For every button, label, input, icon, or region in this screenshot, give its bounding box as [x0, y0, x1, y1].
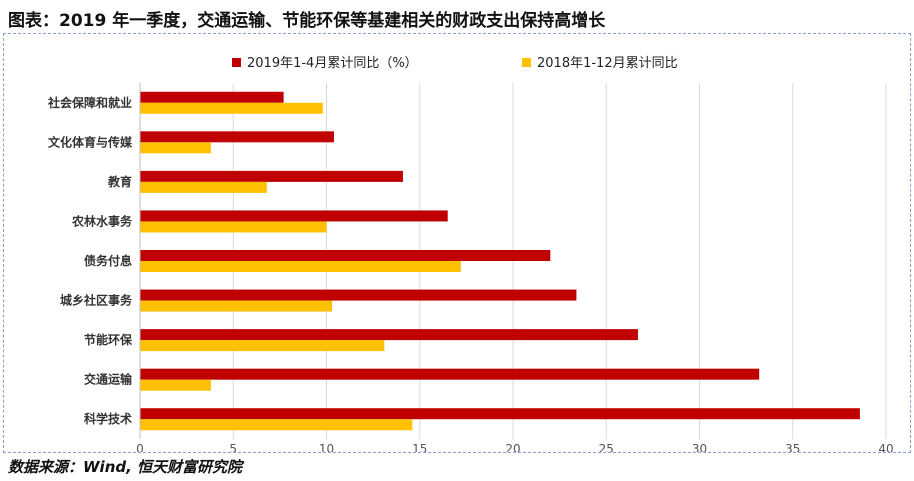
category-labels: 社会保障和就业文化体育与传媒教育农林水事务债务付息城乡社区事务节能环保交通运输科… [47, 95, 133, 426]
bar-2018 [140, 142, 211, 154]
legend-label-2019: 2019年1-4月累计同比（%） [247, 56, 418, 71]
chart-legend: 2019年1-4月累计同比（%） 2018年1-12月累计同比 [232, 56, 678, 71]
bar-2019 [140, 91, 284, 103]
x-tick-label: 0 [136, 442, 144, 452]
figure-title: 图表：2019 年一季度，交通运输、节能环保等基建相关的财政支出保持高增长 [8, 11, 606, 31]
bar-2018 [140, 300, 333, 312]
x-tick-label: 20 [505, 442, 520, 452]
x-tick-label: 10 [319, 442, 334, 452]
x-tick-label: 25 [599, 442, 614, 452]
bar-2019 [140, 131, 334, 143]
category-label: 教育 [107, 174, 132, 189]
bar-2019 [140, 329, 638, 341]
source-note: 数据来源：Wind, 恒天财富研究院 [8, 458, 243, 476]
bar-2018 [140, 181, 267, 193]
x-axis-tick-labels: 0 5 10 15 20 25 30 35 40 [136, 442, 893, 456]
bar-2018 [140, 379, 211, 391]
bar-2019 [140, 250, 551, 261]
bar-2018 [140, 221, 327, 233]
bar-chart: 2019年1-4月累计同比（%） 2018年1-12月累计同比 社会保障和就业文… [47, 56, 894, 456]
bar-2018 [140, 102, 323, 114]
bar-2019 [140, 368, 760, 380]
x-tick-label: 30 [692, 442, 707, 452]
legend-swatch-2019 [232, 58, 241, 67]
bar-2018 [140, 419, 413, 431]
category-label: 文化体育与传媒 [48, 134, 133, 149]
chart-frame: 2019年1-4月累计同比（%） 2018年1-12月累计同比 社会保障和就业文… [3, 33, 911, 456]
x-tick-label: 35 [785, 442, 800, 452]
bar-2018 [140, 340, 385, 352]
category-label: 城乡社区事务 [60, 293, 133, 308]
bar-2019 [140, 210, 448, 222]
category-label: 节能环保 [84, 332, 133, 347]
bar-2018 [140, 261, 461, 272]
category-label: 农林水事务 [71, 213, 133, 228]
bar-2019 [140, 289, 577, 301]
category-label: 社会保障和就业 [47, 95, 132, 110]
bar-2019 [140, 170, 403, 182]
x-tick-label: 15 [412, 442, 427, 452]
category-label: 债务付息 [84, 253, 132, 268]
category-label: 科学技术 [84, 411, 132, 426]
category-label: 交通运输 [84, 372, 133, 387]
bar-2019 [140, 408, 860, 420]
x-tick-label: 5 [229, 442, 237, 452]
legend-label-2018: 2018年1-12月累计同比 [537, 56, 678, 71]
x-tick-label: 40 [878, 442, 893, 452]
legend-swatch-2018 [522, 58, 531, 67]
bars [139, 83, 860, 439]
